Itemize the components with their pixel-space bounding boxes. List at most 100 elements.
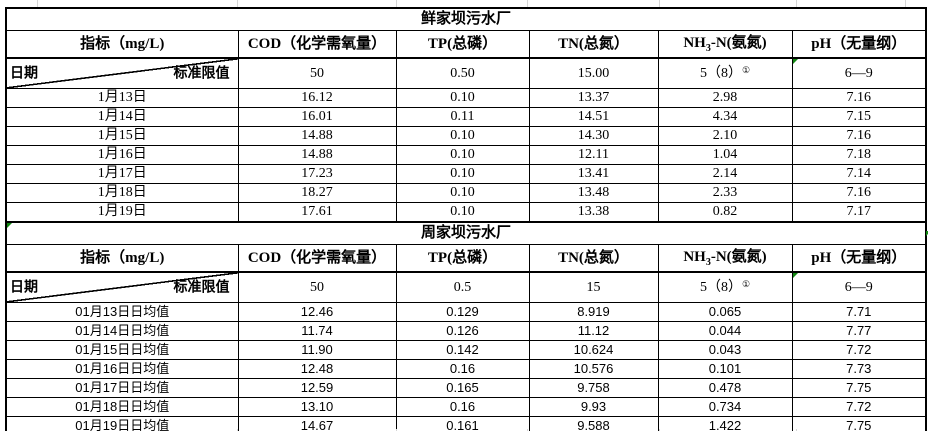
date-cell[interactable]: 01月14日日均值	[5, 321, 239, 341]
col-header-ph[interactable]: pH（无量纲）	[791, 244, 927, 273]
col-header-ph[interactable]: pH（无量纲）	[791, 30, 927, 59]
value-tp[interactable]: 0.10	[395, 88, 530, 108]
limit-nh3[interactable]: 5（8）①	[657, 57, 793, 89]
value-nh3[interactable]: 1.04	[657, 145, 793, 165]
value-nh3[interactable]: 0.478	[657, 378, 793, 398]
col-header-tn[interactable]: TN(总氮）	[528, 244, 659, 273]
value-tn[interactable]: 14.30	[528, 126, 659, 146]
value-cod[interactable]: 11.90	[237, 340, 397, 360]
value-cod[interactable]: 18.27	[237, 183, 397, 203]
value-cod[interactable]: 12.48	[237, 359, 397, 379]
value-nh3[interactable]: 2.33	[657, 183, 793, 203]
value-cod[interactable]: 16.01	[237, 107, 397, 127]
value-nh3[interactable]: 0.043	[657, 340, 793, 360]
value-tn[interactable]: 14.51	[528, 107, 659, 127]
value-ph[interactable]: 7.73	[791, 359, 927, 379]
value-nh3[interactable]: 2.10	[657, 126, 793, 146]
value-tp[interactable]: 0.10	[395, 145, 530, 165]
limit-ph[interactable]: 6—9	[791, 57, 927, 89]
value-cod[interactable]: 17.23	[237, 164, 397, 184]
value-ph[interactable]: 7.77	[791, 321, 927, 341]
value-ph[interactable]: 7.75	[791, 378, 927, 398]
value-cod[interactable]: 14.88	[237, 145, 397, 165]
date-cell[interactable]: 1月18日	[5, 183, 239, 203]
date-cell[interactable]: 01月16日日均值	[5, 359, 239, 379]
value-nh3[interactable]: 4.34	[657, 107, 793, 127]
value-ph[interactable]: 7.17	[791, 202, 927, 223]
date-cell[interactable]: 1月15日	[5, 126, 239, 146]
value-tp[interactable]: 0.142	[395, 340, 530, 360]
date-cell[interactable]: 01月19日日均值	[5, 416, 239, 431]
value-nh3[interactable]: 0.82	[657, 202, 793, 223]
date-cell[interactable]: 01月18日日均值	[5, 397, 239, 417]
value-tp[interactable]: 0.126	[395, 321, 530, 341]
table-2-title[interactable]: 周家坝污水厂	[5, 221, 927, 245]
value-tn[interactable]: 9.588	[528, 416, 659, 431]
table-1-title[interactable]: 鲜家坝污水厂	[5, 7, 927, 31]
value-tn[interactable]: 13.41	[528, 164, 659, 184]
value-tn[interactable]: 11.12	[528, 321, 659, 341]
date-limit-corner-cell[interactable]: 日期 标准限值	[5, 271, 239, 303]
col-header-indicator[interactable]: 指标（mg/L)	[5, 244, 239, 273]
col-header-cod[interactable]: COD（化学需氧量）	[237, 244, 397, 273]
value-tn[interactable]: 13.37	[528, 88, 659, 108]
value-tn[interactable]: 13.48	[528, 183, 659, 203]
value-nh3[interactable]: 2.14	[657, 164, 793, 184]
date-cell[interactable]: 1月13日	[5, 88, 239, 108]
limit-tp[interactable]: 0.50	[395, 57, 530, 89]
value-tp[interactable]: 0.161	[395, 416, 530, 431]
value-ph[interactable]: 7.14	[791, 164, 927, 184]
value-nh3[interactable]: 0.044	[657, 321, 793, 341]
date-cell[interactable]: 1月16日	[5, 145, 239, 165]
value-tp[interactable]: 0.10	[395, 126, 530, 146]
value-tp[interactable]: 0.10	[395, 164, 530, 184]
value-tn[interactable]: 10.576	[528, 359, 659, 379]
limit-ph[interactable]: 6—9	[791, 271, 927, 303]
value-ph[interactable]: 7.15	[791, 107, 927, 127]
value-tn[interactable]: 9.758	[528, 378, 659, 398]
value-nh3[interactable]: 0.734	[657, 397, 793, 417]
limit-tp[interactable]: 0.5	[395, 271, 530, 303]
value-tp[interactable]: 0.129	[395, 302, 530, 322]
date-limit-corner-cell[interactable]: 日期 标准限值	[5, 57, 239, 89]
value-tn[interactable]: 13.38	[528, 202, 659, 223]
value-cod[interactable]: 16.12	[237, 88, 397, 108]
limit-tn[interactable]: 15.00	[528, 57, 659, 89]
value-ph[interactable]: 7.72	[791, 340, 927, 360]
value-ph[interactable]: 7.18	[791, 145, 927, 165]
value-tp[interactable]: 0.16	[395, 359, 530, 379]
value-nh3[interactable]: 2.98	[657, 88, 793, 108]
limit-tn[interactable]: 15	[528, 271, 659, 303]
value-ph[interactable]: 7.71	[791, 302, 927, 322]
value-tn[interactable]: 8.919	[528, 302, 659, 322]
value-cod[interactable]: 14.67	[237, 416, 397, 431]
value-tp[interactable]: 0.11	[395, 107, 530, 127]
value-tn[interactable]: 10.624	[528, 340, 659, 360]
col-header-nh3[interactable]: NH3-N(氨氮)	[657, 30, 793, 59]
value-ph[interactable]: 7.16	[791, 183, 927, 203]
value-ph[interactable]: 7.16	[791, 126, 927, 146]
value-tn[interactable]: 9.93	[528, 397, 659, 417]
col-header-nh3[interactable]: NH3-N(氨氮)	[657, 244, 793, 273]
value-tp[interactable]: 0.10	[395, 183, 530, 203]
value-ph[interactable]: 7.72	[791, 397, 927, 417]
value-cod[interactable]: 12.59	[237, 378, 397, 398]
date-cell[interactable]: 01月13日日均值	[5, 302, 239, 322]
limit-cod[interactable]: 50	[237, 57, 397, 89]
limit-nh3[interactable]: 5（8）①	[657, 271, 793, 303]
value-nh3[interactable]: 0.065	[657, 302, 793, 322]
value-cod[interactable]: 17.61	[237, 202, 397, 223]
value-cod[interactable]: 12.46	[237, 302, 397, 322]
value-cod[interactable]: 11.74	[237, 321, 397, 341]
value-tp[interactable]: 0.165	[395, 378, 530, 398]
value-nh3[interactable]: 0.101	[657, 359, 793, 379]
date-cell[interactable]: 01月15日日均值	[5, 340, 239, 360]
col-header-cod[interactable]: COD（化学需氧量）	[237, 30, 397, 59]
value-tp[interactable]: 0.16	[395, 397, 530, 417]
col-header-indicator[interactable]: 指标（mg/L)	[5, 30, 239, 59]
value-tn[interactable]: 12.11	[528, 145, 659, 165]
col-header-tp[interactable]: TP(总磷）	[395, 244, 530, 273]
date-cell[interactable]: 01月17日日均值	[5, 378, 239, 398]
value-ph[interactable]: 7.75	[791, 416, 927, 431]
value-cod[interactable]: 14.88	[237, 126, 397, 146]
